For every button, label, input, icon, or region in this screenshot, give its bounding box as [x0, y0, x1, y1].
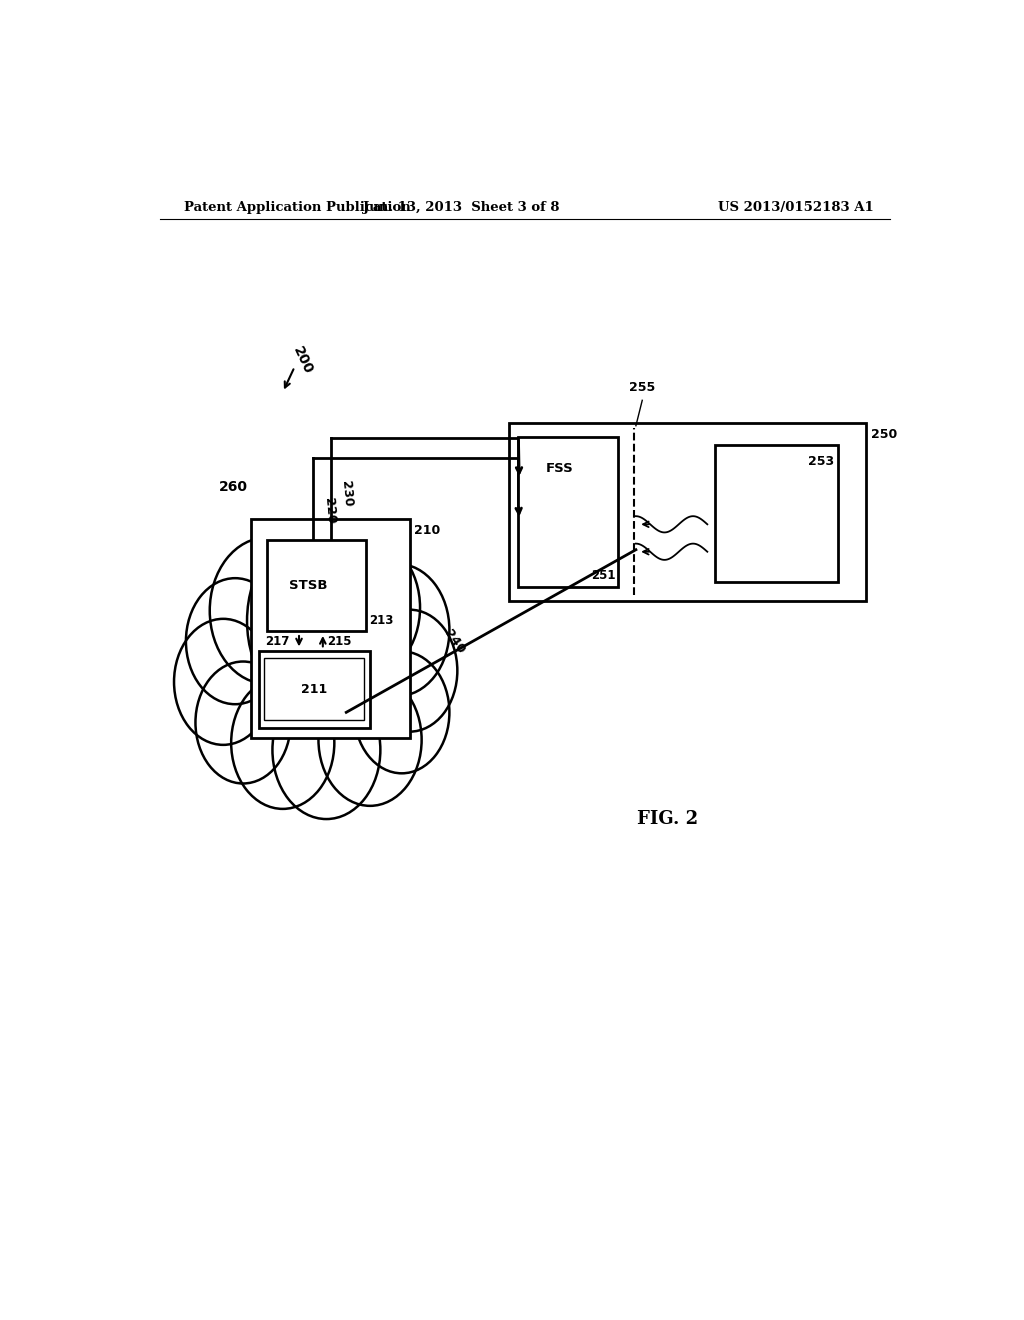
Bar	[715, 445, 839, 582]
Text: 217: 217	[265, 635, 290, 648]
Circle shape	[312, 539, 420, 677]
Bar	[509, 422, 866, 601]
Text: 211: 211	[301, 682, 328, 696]
Text: 230: 230	[339, 480, 354, 507]
Text: 210: 210	[415, 524, 440, 537]
Bar	[259, 651, 370, 727]
Circle shape	[362, 610, 458, 731]
Bar	[251, 519, 410, 738]
Text: 213: 213	[370, 614, 393, 627]
Bar	[267, 540, 367, 631]
Text: 220: 220	[322, 498, 337, 524]
Text: FSS: FSS	[546, 462, 574, 475]
Text: 260: 260	[219, 479, 248, 494]
Circle shape	[247, 524, 397, 718]
Text: Patent Application Publication: Patent Application Publication	[183, 201, 411, 214]
Bar	[264, 659, 365, 721]
Text: 251: 251	[592, 569, 616, 582]
Text: 253: 253	[808, 455, 835, 469]
Circle shape	[174, 619, 272, 744]
Circle shape	[272, 681, 380, 818]
Text: US 2013/0152183 A1: US 2013/0152183 A1	[718, 201, 873, 214]
Text: 200: 200	[290, 345, 315, 378]
Circle shape	[196, 661, 291, 784]
Circle shape	[186, 578, 285, 704]
Bar	[518, 437, 617, 587]
Circle shape	[346, 564, 450, 696]
Text: 215: 215	[327, 635, 351, 648]
Text: FIG. 2: FIG. 2	[637, 810, 698, 828]
Text: STSB: STSB	[290, 578, 328, 591]
Circle shape	[318, 673, 422, 805]
Circle shape	[231, 677, 334, 809]
Text: 250: 250	[870, 428, 897, 441]
Circle shape	[210, 537, 324, 684]
Text: 240: 240	[441, 627, 467, 656]
Text: 255: 255	[629, 381, 655, 395]
Text: Jun. 13, 2013  Sheet 3 of 8: Jun. 13, 2013 Sheet 3 of 8	[364, 201, 559, 214]
Circle shape	[354, 651, 450, 774]
